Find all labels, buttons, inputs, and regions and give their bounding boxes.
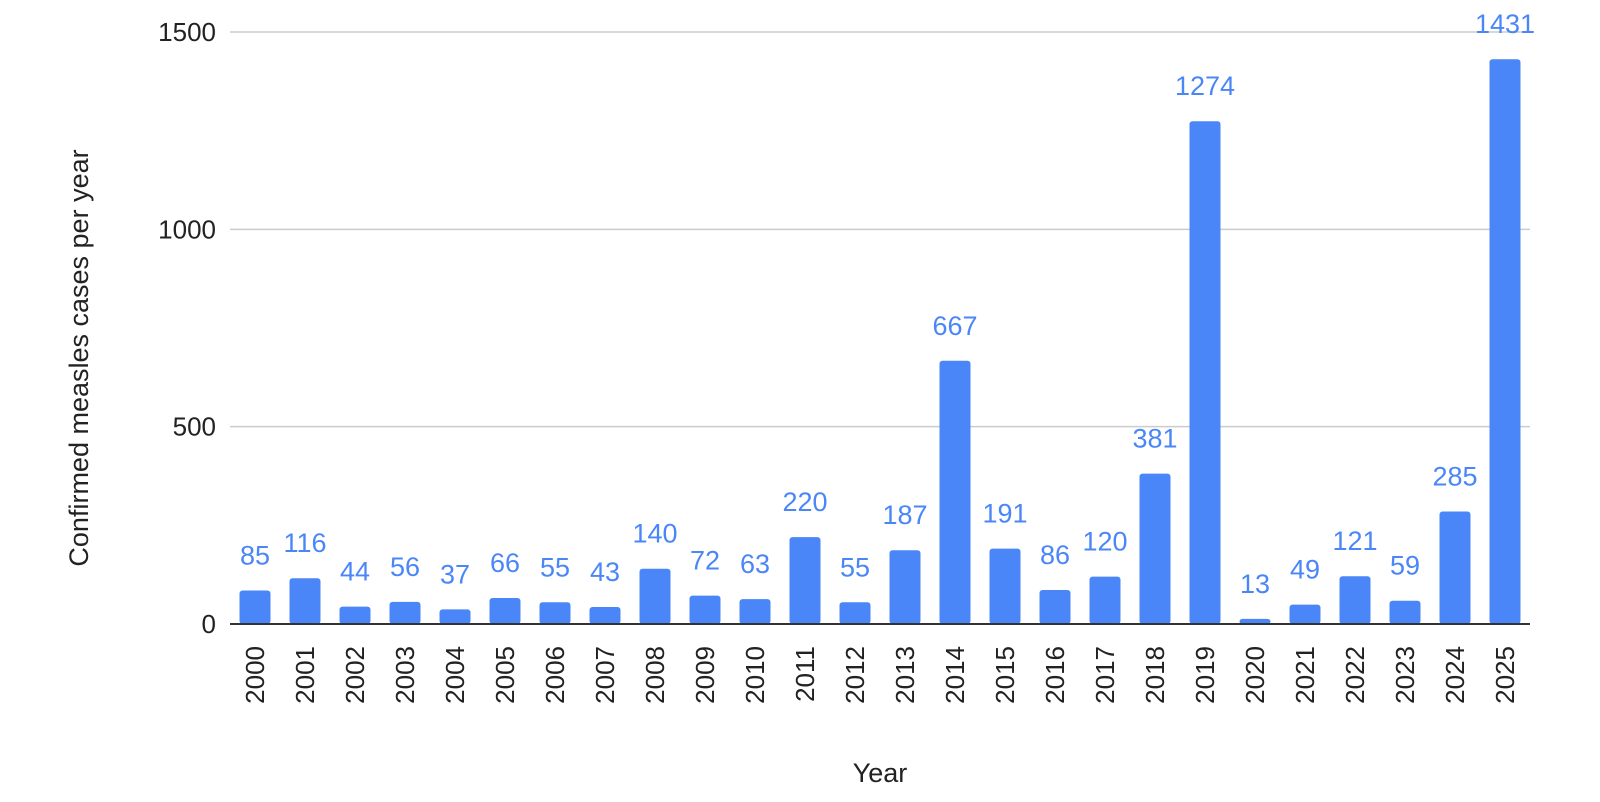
data-labels: 85 116 44 56 37 66 55 43 140 72 63 220 55 187 667 191 86… [240,9,1535,599]
bar [339,606,371,624]
data-label: 381 [1132,424,1177,454]
bar [839,602,871,624]
data-label: 187 [882,500,927,530]
data-label: 86 [1040,540,1070,570]
data-label: 43 [590,557,620,587]
x-tick-label: 2001 [290,646,320,704]
data-label: 140 [632,519,677,549]
bar [1039,590,1071,624]
data-label: 1431 [1475,9,1535,39]
y-axis-title: Confirmed measles cases per year [64,149,94,566]
bar [639,568,671,624]
bars [239,59,1521,625]
bar [889,550,921,624]
x-tick-label: 2008 [640,646,670,704]
y-tick-label: 1500 [158,17,216,47]
data-label: 72 [690,546,720,576]
x-tick-label: 2025 [1490,646,1520,704]
data-label: 66 [490,548,520,578]
x-tick-label: 2007 [590,646,620,704]
x-tick-label: 2009 [690,646,720,704]
bar [989,548,1021,624]
x-tick-label: 2021 [1290,646,1320,704]
x-tick-label: 2014 [940,646,970,704]
data-label: 667 [932,311,977,341]
x-tick-label: 2019 [1190,646,1220,704]
bar [439,609,471,624]
gridlines [230,31,1530,428]
data-label: 191 [982,499,1027,529]
bar [1089,576,1121,624]
x-tick-label: 2016 [1040,646,1070,704]
x-tick-label: 2023 [1390,646,1420,704]
bar [1289,604,1321,624]
x-tick-label: 2003 [390,646,420,704]
data-label: 285 [1432,462,1477,492]
x-tick-label: 2012 [840,646,870,704]
bar [1339,576,1371,624]
bar [239,590,271,624]
data-label: 59 [1390,551,1420,581]
bar [789,537,821,624]
bar [1239,618,1271,624]
x-tick-label: 2017 [1090,646,1120,704]
x-tick-label: 2013 [890,646,920,704]
data-label: 37 [440,559,470,589]
y-tick-label: 0 [202,609,216,639]
x-tick-label: 2024 [1440,646,1470,704]
x-tick-label: 2005 [490,646,520,704]
data-label: 121 [1332,526,1377,556]
bar [939,360,971,624]
bar [1439,511,1471,624]
data-label: 116 [283,528,326,558]
data-label: 220 [782,487,827,517]
data-label: 55 [540,552,570,582]
x-tick-label: 2020 [1240,646,1270,704]
x-tick-label: 2022 [1340,646,1370,704]
bar [1189,121,1221,624]
x-tick-label: 2015 [990,646,1020,704]
data-label: 55 [840,552,870,582]
bar [1389,600,1421,624]
bar [589,607,621,624]
data-label: 1274 [1175,71,1235,101]
data-label: 13 [1240,569,1270,599]
bar [739,599,771,624]
bar [289,578,321,624]
x-tick-label: 2002 [340,646,370,704]
x-tick-label: 2000 [240,646,270,704]
x-tick-label: 2006 [540,646,570,704]
data-label: 49 [1290,555,1320,585]
bar [389,601,421,624]
bar [539,602,571,624]
data-label: 63 [740,549,770,579]
bar [1489,59,1521,625]
x-axis-ticks: 2000 2001 2002 2003 2004 2005 2006 2007 2008 2009… [240,646,1520,704]
x-tick-label: 2010 [740,646,770,704]
y-tick-label: 1000 [158,214,216,244]
x-axis-title: Year [853,758,908,788]
y-axis-ticks: 0 500 1000 1500 [158,17,216,639]
bar [1139,473,1171,624]
y-tick-label: 500 [173,412,216,442]
data-label: 56 [390,552,420,582]
data-label: 85 [240,540,270,570]
bar [689,595,721,624]
x-tick-label: 2004 [440,646,470,704]
bar [489,597,521,624]
x-tick-label: 2018 [1140,646,1170,704]
x-tick-label: 2011 [790,646,820,702]
data-label: 44 [340,557,370,587]
data-label: 120 [1082,527,1127,557]
